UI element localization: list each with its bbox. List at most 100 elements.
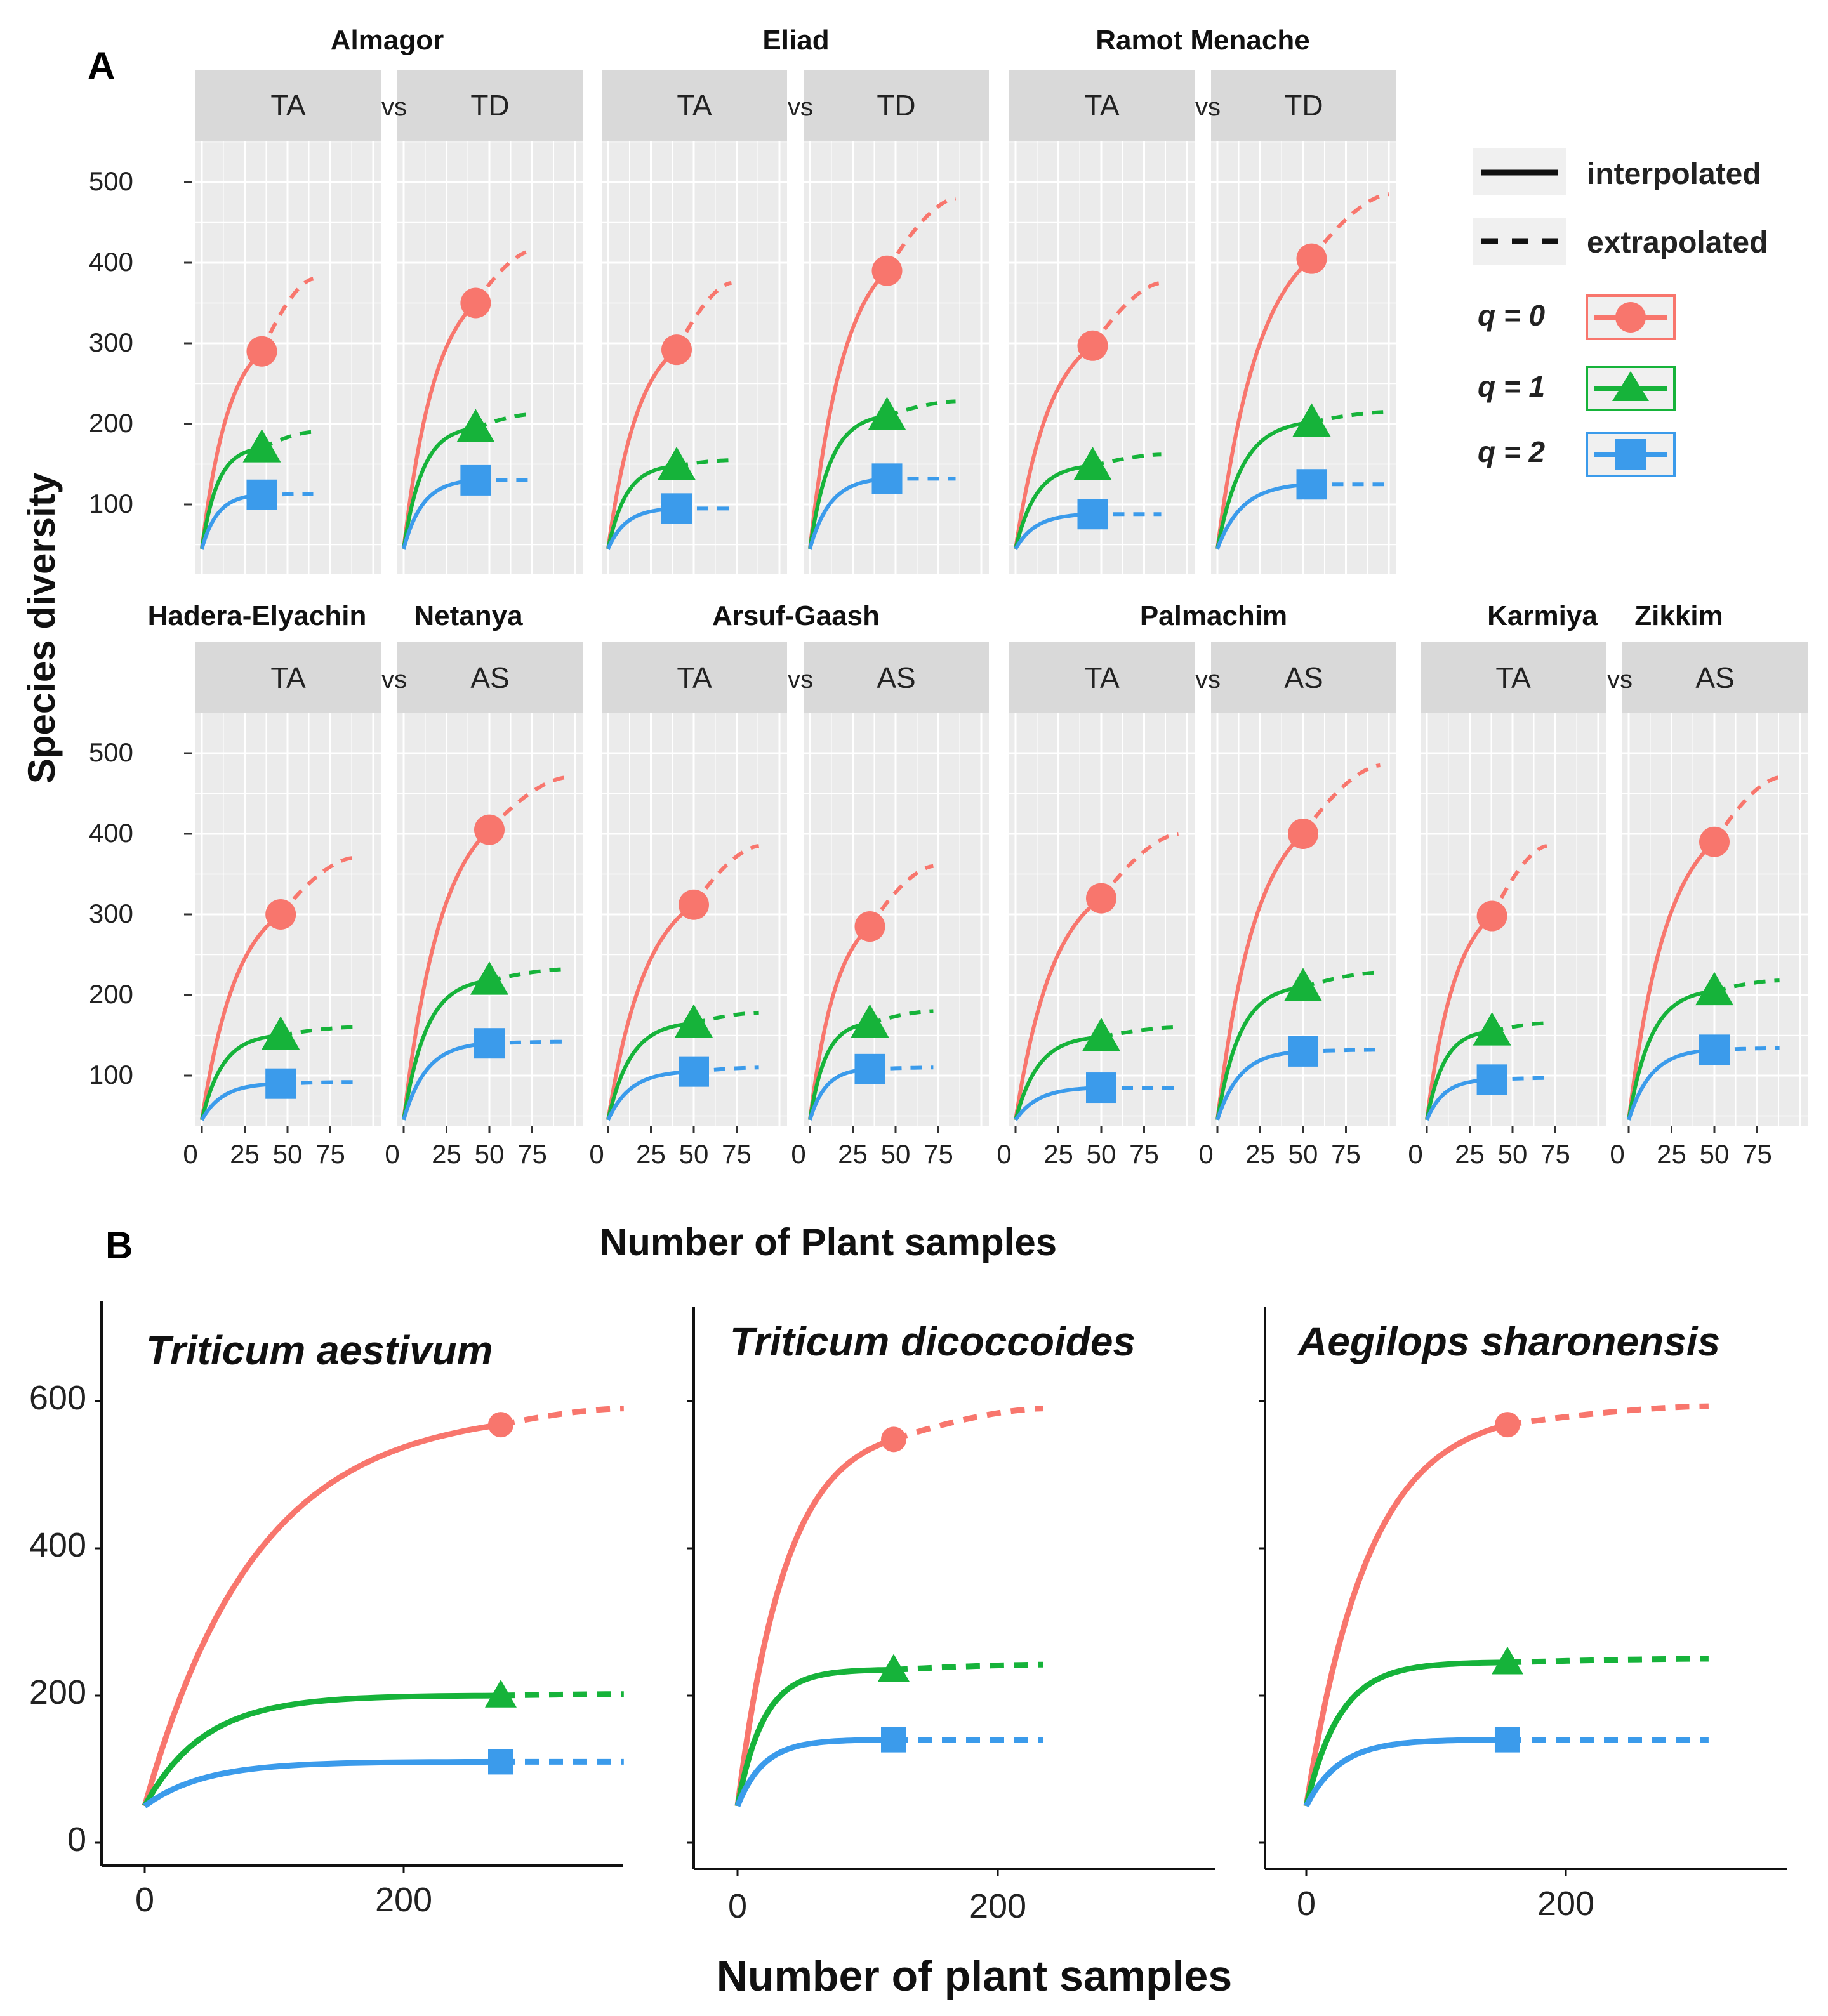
series-q0-extrapolated [1301, 763, 1381, 835]
b-series-q1-extrapolated [893, 1661, 1043, 1673]
b-series-q0-interpolated [1303, 1421, 1509, 1807]
site-block: TA TD vs [195, 70, 583, 574]
facet-curves [1627, 775, 1780, 1121]
x-tick-label: 0 [791, 1139, 805, 1169]
x-tick-label: 25 [1043, 1139, 1073, 1169]
facet-curves [606, 844, 760, 1121]
site-title-eliad: Eliad [762, 25, 829, 56]
series-q0-interpolated [402, 301, 477, 550]
panel-a: Almagor Eliad Ramot Menache Hadera-Elyac… [20, 25, 1808, 1263]
series-q1-interpolated [606, 1021, 694, 1121]
facet-strip-label: TA [1084, 661, 1120, 694]
facet-strip-label: TD [877, 89, 915, 122]
y-tick-row1-300: 300 [89, 327, 133, 357]
vs-label: vs [381, 93, 407, 121]
legend-extrapolated-label: extrapolated [1587, 226, 1768, 260]
panel-a-label: A [88, 44, 115, 87]
site-block: TA TD vs [602, 70, 989, 574]
legend-q1-label: q = 1 [1478, 370, 1545, 403]
b-series-q0-circle-marker [1494, 1412, 1520, 1438]
x-tick-label: 25 [230, 1139, 260, 1169]
series-q0-interpolated [1215, 257, 1313, 550]
x-tick-label: 50 [881, 1139, 911, 1169]
vs-label: vs [381, 666, 407, 694]
facet-strip-label: TA [677, 661, 712, 694]
x-tick-label: 50 [1700, 1139, 1730, 1169]
series-q0-extrapolated [1712, 775, 1780, 843]
facet-strip-label: AS [1695, 661, 1734, 694]
series-q0-circle-marker [474, 814, 505, 845]
vs-label: vs [788, 93, 813, 121]
b-plot [95, 1301, 624, 1873]
site-title-zikkim: Zikkim [1634, 600, 1723, 631]
site-block: TA 0 25 50 75 AS 0 25 50 75 vs [589, 642, 989, 1169]
b-series-q1-interpolated [1303, 1659, 1508, 1807]
series-q0-circle-marker [265, 899, 296, 930]
y-tick-row2-200: 200 [89, 979, 133, 1009]
facet-strip-label: TA [270, 89, 306, 122]
b-series-q0-interpolated [734, 1437, 895, 1807]
b-series-q1-triangle-marker [1491, 1646, 1523, 1675]
series-q1-interpolated [808, 414, 887, 550]
b-series-q0-extrapolated [892, 1406, 1043, 1442]
facet-strip [1211, 70, 1396, 141]
b-series-q1-triangle-marker [485, 1680, 517, 1708]
facet-curves [402, 248, 533, 550]
x-tick-label: 25 [1455, 1139, 1485, 1169]
facet-strip [1009, 70, 1195, 141]
vs-label: vs [1195, 666, 1221, 694]
series-q0-interpolated [1627, 840, 1716, 1121]
site-title-palmachim: Palmachim [1140, 600, 1287, 631]
series-q0-interpolated [606, 903, 695, 1121]
y-tick-row2-100: 100 [89, 1060, 133, 1090]
series-q1-extrapolated [1311, 410, 1389, 425]
vs-label: vs [788, 666, 813, 694]
x-tick-label: 0 [385, 1139, 399, 1169]
series-q0-extrapolated [1091, 280, 1162, 347]
facet-strip [602, 642, 787, 713]
x-tick-label: 25 [1657, 1139, 1686, 1169]
facet-curves [1014, 832, 1179, 1121]
b-series-q2-interpolated [143, 1758, 501, 1808]
b-y-tick-600: 600 [29, 1379, 86, 1417]
facet-strip [1211, 642, 1396, 713]
b-series-q0-extrapolated [500, 1406, 624, 1428]
site-title-ramot-menache: Ramot Menache [1096, 25, 1309, 56]
series-q1-extrapolated [1302, 970, 1381, 989]
x-tick-label: 25 [838, 1139, 868, 1169]
x-tick-label: 25 [432, 1139, 461, 1169]
series-q0-circle-marker [1296, 243, 1327, 274]
series-q1-triangle-marker [1292, 403, 1331, 437]
facet-curves [1425, 844, 1547, 1121]
b-series-q1-extrapolated [500, 1691, 624, 1699]
series-q1-interpolated [1014, 464, 1093, 550]
series-q2-square-marker [460, 464, 491, 496]
legend-q2-label: q = 2 [1478, 435, 1546, 468]
y-tick-row1-200: 200 [89, 408, 133, 438]
series-q1-extrapolated [1714, 978, 1780, 993]
series-q0-interpolated [402, 828, 491, 1121]
series-q1-interpolated [402, 978, 490, 1121]
b-title-triticum-dicoccoides: Triticum dicoccoides [730, 1319, 1136, 1364]
series-q0-extrapolated [692, 844, 760, 906]
series-q0-interpolated [808, 269, 889, 550]
panel-b-label: B [105, 1224, 133, 1267]
b-y-tick-400: 400 [29, 1526, 86, 1564]
x-tick-label: 0 [997, 1139, 1011, 1169]
x-tick-label: 75 [1331, 1139, 1361, 1169]
b-series-q0-extrapolated [1507, 1403, 1709, 1428]
legend-square-marker [1615, 439, 1646, 470]
b-series-q2-square-marker [488, 1749, 513, 1775]
facet-strip [397, 642, 583, 713]
panel-a-y-tick-marks [184, 181, 192, 1077]
b-series-q2-square-marker [1494, 1727, 1520, 1753]
series-q1-triangle-marker [1082, 1018, 1120, 1051]
series-q1-interpolated [200, 1033, 281, 1121]
legend-circle-marker [1615, 302, 1646, 333]
series-q1-interpolated [1627, 989, 1715, 1121]
b-series-q1-interpolated [142, 1692, 501, 1808]
legend: interpolated extrapolated q = 0 q = 1 q … [1473, 148, 1768, 477]
series-q2-extrapolated [489, 1039, 567, 1046]
series-q1-interpolated [1215, 420, 1312, 550]
b3-x-tick-0: 0 [1297, 1885, 1316, 1923]
